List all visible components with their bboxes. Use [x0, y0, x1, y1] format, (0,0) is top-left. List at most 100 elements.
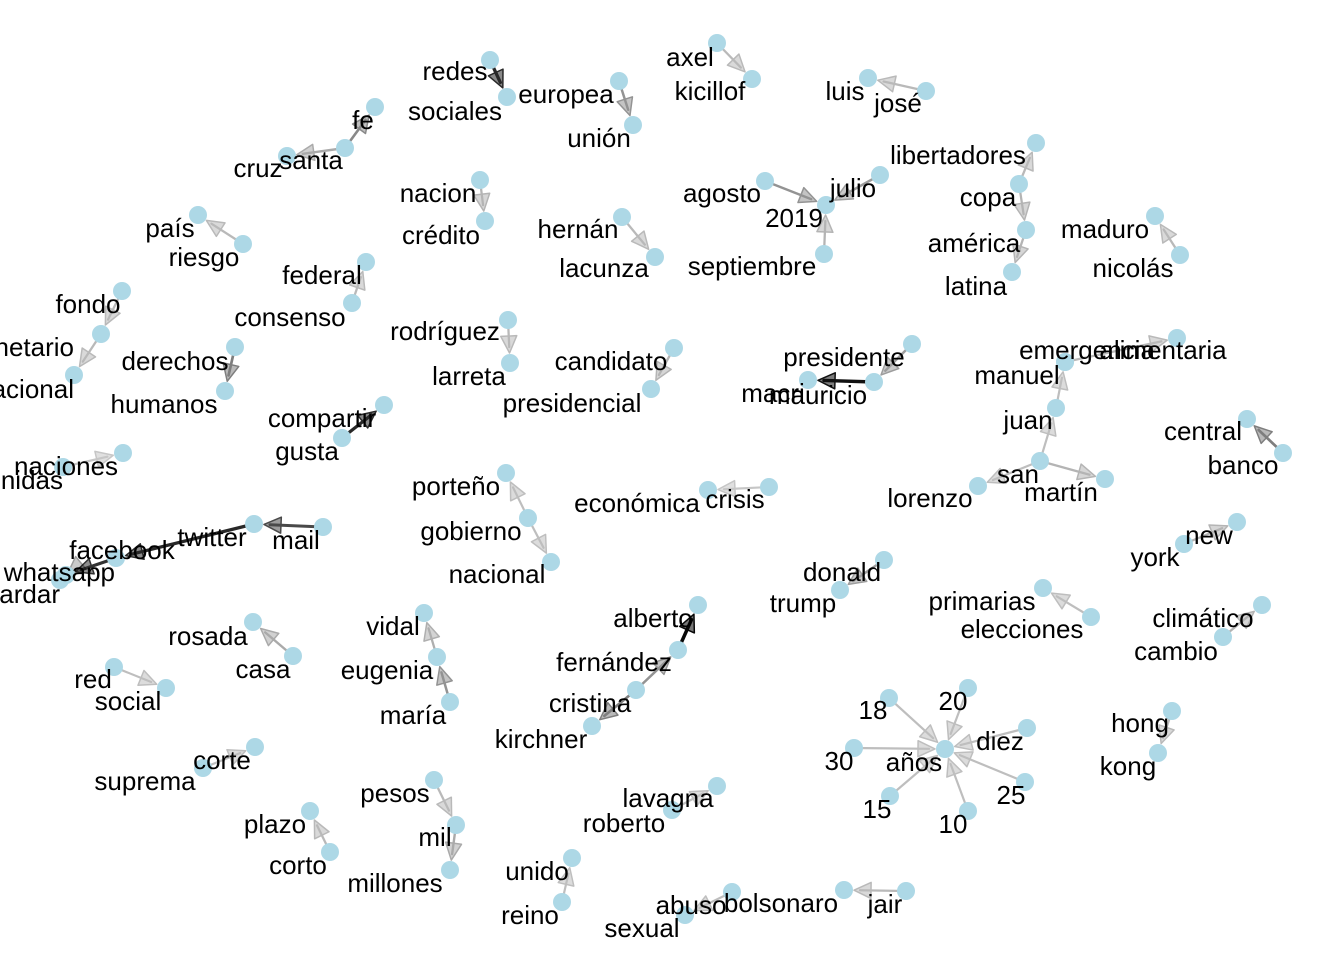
node-label-new: new: [1185, 520, 1233, 550]
node-maria: [441, 693, 459, 711]
edge-arrowhead: [1148, 335, 1168, 353]
node-label-compartir: compartir: [268, 403, 377, 433]
node-cambio: [1214, 628, 1232, 646]
node-label-unido: unido: [505, 856, 569, 886]
node-vidal: [415, 604, 433, 622]
edge-arrowhead: [348, 270, 366, 291]
node-presidencial: [642, 380, 660, 398]
node-label-suprema: suprema: [94, 766, 196, 796]
edge-arrowhead: [530, 533, 548, 554]
node-luis: [859, 69, 877, 87]
node-label-facebook: facebook: [69, 535, 176, 565]
node-label-diez: diez: [976, 726, 1024, 756]
edge-arrowhead: [1158, 724, 1175, 745]
node-rodriguez: [499, 311, 517, 329]
node-label-europea: europea: [518, 79, 614, 109]
edge-arrowhead: [1235, 610, 1256, 630]
edge-emergencia-alimentaria: [1063, 335, 1168, 364]
node-label-twitter: twitter: [177, 522, 247, 552]
node-label-gusta: gusta: [275, 436, 339, 466]
node-label-abuso: abuso: [656, 890, 727, 920]
node-casa: [284, 647, 302, 665]
node-label-mail: mail: [272, 525, 320, 555]
node-label-jose: josé: [873, 88, 922, 118]
node-label-n25: 25: [997, 780, 1026, 810]
node-label-larreta: larreta: [432, 361, 506, 391]
node-label-latina: latina: [945, 271, 1008, 301]
node-label-gobierno: gobierno: [420, 516, 521, 546]
edge-arrowhead: [226, 748, 247, 766]
node-label-santa: santa: [279, 145, 343, 175]
node-label-juan: juan: [1002, 405, 1052, 435]
node-credito: [476, 212, 494, 230]
node-label-presidente: presidente: [783, 342, 904, 372]
node-eugenia: [428, 648, 446, 666]
node-derechos: [226, 338, 244, 356]
node-label-trump: trump: [770, 588, 836, 618]
node-social: [157, 679, 175, 697]
edge-arrowhead: [877, 75, 897, 93]
node-label-roberto: roberto: [583, 808, 665, 838]
edge-arrowhead: [357, 410, 377, 429]
node-martin: [1096, 470, 1114, 488]
edge-arrowhead: [94, 450, 115, 468]
node-monetario: [92, 325, 110, 343]
edge-arrowhead: [137, 669, 158, 687]
edge-arrowhead: [423, 621, 441, 642]
node-santa: [336, 139, 354, 157]
node-label-casa: casa: [236, 654, 291, 684]
node-label-climatico: climático: [1152, 603, 1253, 633]
edge-arrowhead: [313, 819, 330, 840]
edge-diez-anos: [953, 726, 1029, 751]
node-mauricio: [865, 373, 883, 391]
node-sociales: [498, 88, 516, 106]
edge-arrowhead: [104, 305, 121, 326]
nodes-layer: [51, 34, 1292, 924]
node-label-red: red: [74, 664, 112, 694]
node-climatico: [1253, 596, 1271, 614]
node-nicolas: [1171, 246, 1189, 264]
node-latina: [1003, 263, 1021, 281]
node-gusta: [333, 429, 351, 447]
node-guardar: [51, 571, 69, 589]
edge-arrowhead: [847, 567, 868, 586]
edge-arrowhead: [726, 53, 746, 73]
node-york: [1175, 535, 1193, 553]
node-label-mil: mil: [418, 822, 451, 852]
node-label-corto: corto: [269, 850, 327, 880]
edge-line: [958, 754, 1027, 784]
node-libertadores: [1027, 134, 1045, 152]
edge-arrowhead: [688, 789, 709, 807]
node-label-candidato: candidato: [555, 346, 668, 376]
node-label-fernandez: fernández: [556, 647, 672, 677]
node-facebook: [107, 549, 125, 567]
node-alimentaria: [1168, 329, 1186, 347]
edge-arrowhead: [880, 356, 900, 376]
node-copa: [1010, 175, 1028, 193]
edge-arrowhead: [124, 543, 145, 561]
node-kicillof: [743, 70, 761, 88]
edge-arrowhead: [509, 481, 526, 502]
node-label-anos: años: [886, 747, 942, 777]
node-alberto: [689, 596, 707, 614]
node-label-hernan: hernán: [538, 214, 619, 244]
node-label-rosada: rosada: [168, 621, 248, 651]
edge-arrowhead: [630, 230, 650, 251]
edge-arrowhead: [1253, 425, 1273, 445]
edge-arrowhead: [1051, 371, 1069, 391]
node-new: [1228, 513, 1246, 531]
node-central: [1238, 410, 1256, 428]
edge-arrowhead: [473, 192, 491, 212]
edge-arrowhead: [693, 895, 714, 912]
node-elecciones: [1082, 608, 1100, 626]
node-jair: [897, 882, 915, 900]
node-label-whatsapp: whatsapp: [3, 557, 115, 587]
node-label-eugenia: eugenia: [341, 655, 434, 685]
node-unido: [563, 849, 581, 867]
node-kirchner: [583, 717, 601, 735]
node-lavagna: [708, 777, 726, 795]
edge-arrowhead: [678, 613, 696, 634]
node-mil: [447, 816, 465, 834]
node-label-lavagna: lavagna: [622, 783, 714, 813]
edge-arrowhead: [487, 68, 504, 89]
